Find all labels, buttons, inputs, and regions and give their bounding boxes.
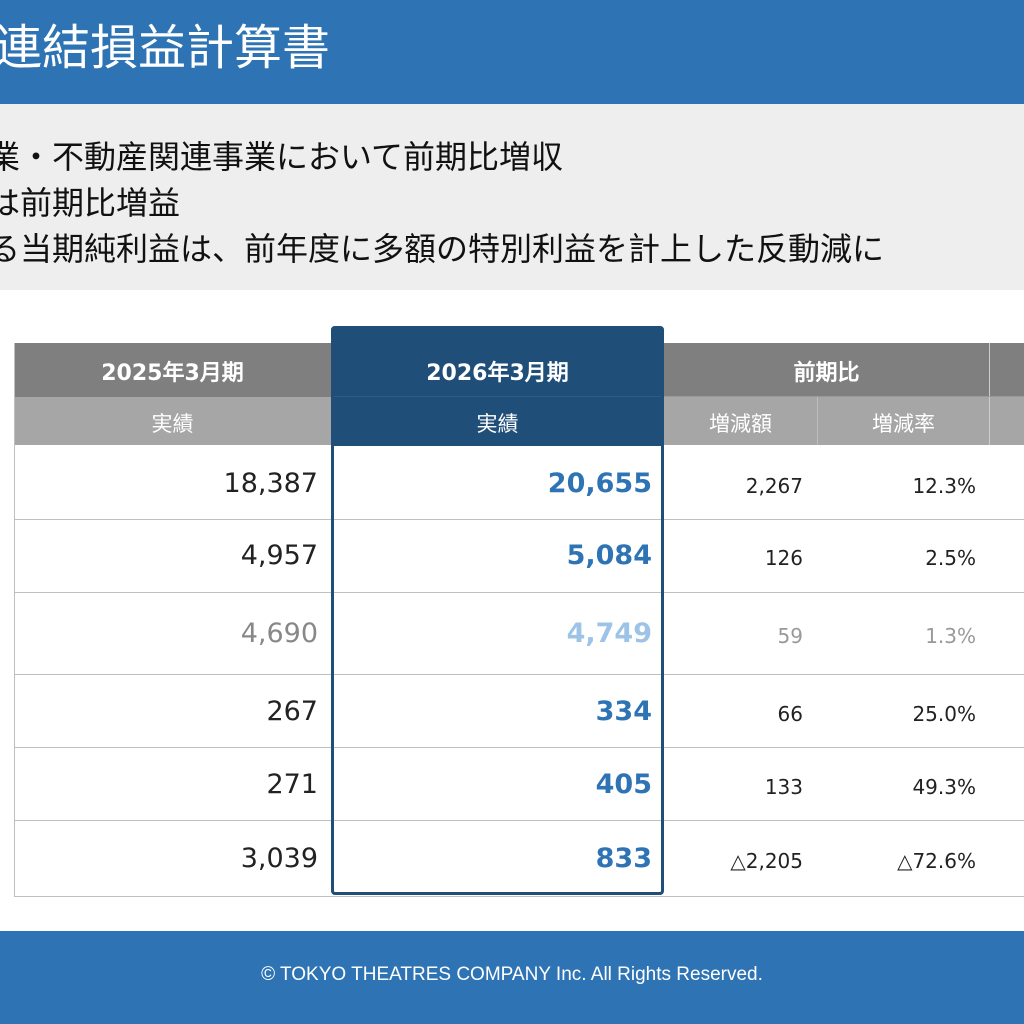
header-hline-navy bbox=[331, 396, 664, 397]
summary-line-3: る当期純利益は、前年度に多額の特別利益を計上した反動減に bbox=[0, 230, 885, 268]
cell-diff: 66 bbox=[777, 702, 803, 726]
cell-fy2025: 3,039 bbox=[240, 843, 318, 874]
title-bar: 連結損益計算書 bbox=[0, 0, 1024, 104]
cell-fy2026: 4,749 bbox=[566, 618, 652, 649]
summary-line-2: は前期比増益 bbox=[0, 184, 181, 222]
subheader-divider bbox=[817, 397, 818, 445]
cell-rate: 2.5% bbox=[925, 546, 976, 570]
cell-fy2025: 4,690 bbox=[240, 618, 318, 649]
cell-rate: 25.0% bbox=[912, 702, 976, 726]
cell-fy2025: 267 bbox=[266, 696, 318, 727]
cell-diff: 133 bbox=[764, 775, 803, 799]
subheader-cell-yoy bbox=[664, 397, 1024, 445]
subheader-cell-fy2025 bbox=[14, 397, 331, 445]
row-divider bbox=[14, 820, 1024, 821]
summary-box: 業・不動産関連事業において前期比増収 は前期比増益 る当期純利益は、前年度に多額… bbox=[0, 104, 1024, 290]
col-subheader-fy2025: 実績 bbox=[151, 412, 194, 436]
cell-fy2026: 20,655 bbox=[547, 468, 652, 499]
cell-diff: △2,205 bbox=[730, 849, 803, 873]
header-cell-fy2026 bbox=[331, 326, 664, 446]
col-subheader-amount: 増減額 bbox=[709, 412, 772, 436]
footer-bar: © TOKYO THEATRES COMPANY Inc. All Rights… bbox=[0, 931, 1024, 1024]
row-divider bbox=[14, 674, 1024, 675]
cell-fy2026: 334 bbox=[595, 696, 652, 727]
header-hline bbox=[664, 396, 1024, 397]
col-subheader-fy2026: 実績 bbox=[476, 412, 519, 436]
cell-fy2026: 405 bbox=[595, 769, 652, 800]
cell-fy2026: 833 bbox=[595, 843, 652, 874]
header-divider-right bbox=[989, 343, 990, 445]
copyright-text: © TOKYO THEATRES COMPANY Inc. All Rights… bbox=[261, 964, 763, 985]
cell-fy2025: 18,387 bbox=[223, 468, 318, 499]
col-subheader-rate: 増減率 bbox=[872, 412, 935, 436]
header-cell-yoy bbox=[664, 343, 1024, 397]
row-divider bbox=[14, 592, 1024, 593]
summary-line-1: 業・不動産関連事業において前期比増収 bbox=[0, 138, 564, 176]
col-header-yoy: 前期比 bbox=[793, 361, 860, 386]
cell-rate: 12.3% bbox=[912, 474, 976, 498]
cell-diff: 126 bbox=[764, 546, 803, 570]
row-divider bbox=[14, 896, 1024, 897]
cell-diff: 2,267 bbox=[745, 474, 803, 498]
page-title: 連結損益計算書 bbox=[0, 20, 331, 76]
col-header-fy2026: 2026年3月期 bbox=[426, 361, 569, 386]
cell-diff: 59 bbox=[777, 624, 803, 648]
cell-rate: △72.6% bbox=[897, 849, 976, 873]
row-divider bbox=[14, 519, 1024, 520]
cell-fy2025: 271 bbox=[266, 769, 318, 800]
cell-rate: 49.3% bbox=[912, 775, 976, 799]
left-border bbox=[14, 343, 15, 897]
cell-rate: 1.3% bbox=[925, 624, 976, 648]
cell-fy2026: 5,084 bbox=[566, 540, 652, 571]
col-header-fy2025: 2025年3月期 bbox=[101, 361, 244, 386]
cell-fy2025: 4,957 bbox=[240, 540, 318, 571]
header-cell-fy2025 bbox=[14, 343, 331, 397]
row-divider bbox=[14, 747, 1024, 748]
